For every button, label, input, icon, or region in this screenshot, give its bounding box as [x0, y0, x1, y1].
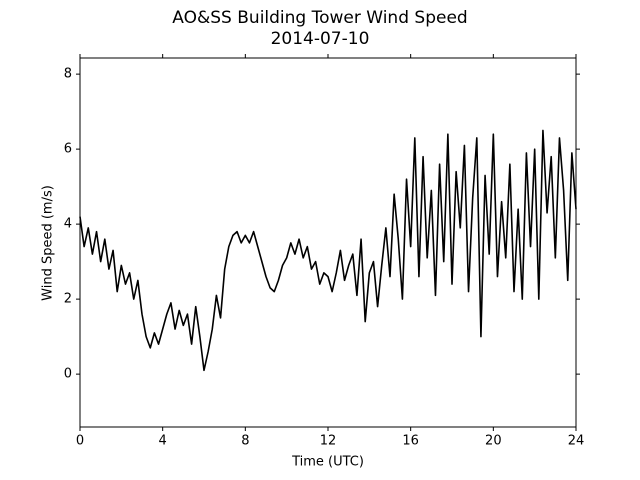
- y-tick-label: 8: [64, 67, 72, 82]
- y-tick-label: 2: [64, 292, 72, 307]
- chart-subtitle: 2014-07-10: [271, 29, 370, 49]
- x-tick-label: 4: [159, 434, 167, 449]
- y-tick-label: 0: [64, 367, 72, 382]
- plot-frame: [79, 57, 577, 428]
- x-tick-label: 16: [402, 434, 419, 449]
- x-tick-label: 8: [241, 434, 249, 449]
- x-tick-label: 0: [76, 434, 84, 449]
- data-line: [79, 129, 577, 372]
- y-tick-label: 4: [64, 217, 72, 232]
- x-tick-label: 20: [485, 434, 502, 449]
- x-axis-label: Time (UTC): [291, 455, 364, 470]
- x-tick-label: 24: [568, 434, 585, 449]
- y-tick-label: 6: [64, 142, 72, 157]
- chart-title: AO&SS Building Tower Wind Speed: [172, 8, 467, 28]
- x-tick-label: 12: [320, 434, 337, 449]
- y-axis-label: Wind Speed (m/s): [41, 185, 56, 301]
